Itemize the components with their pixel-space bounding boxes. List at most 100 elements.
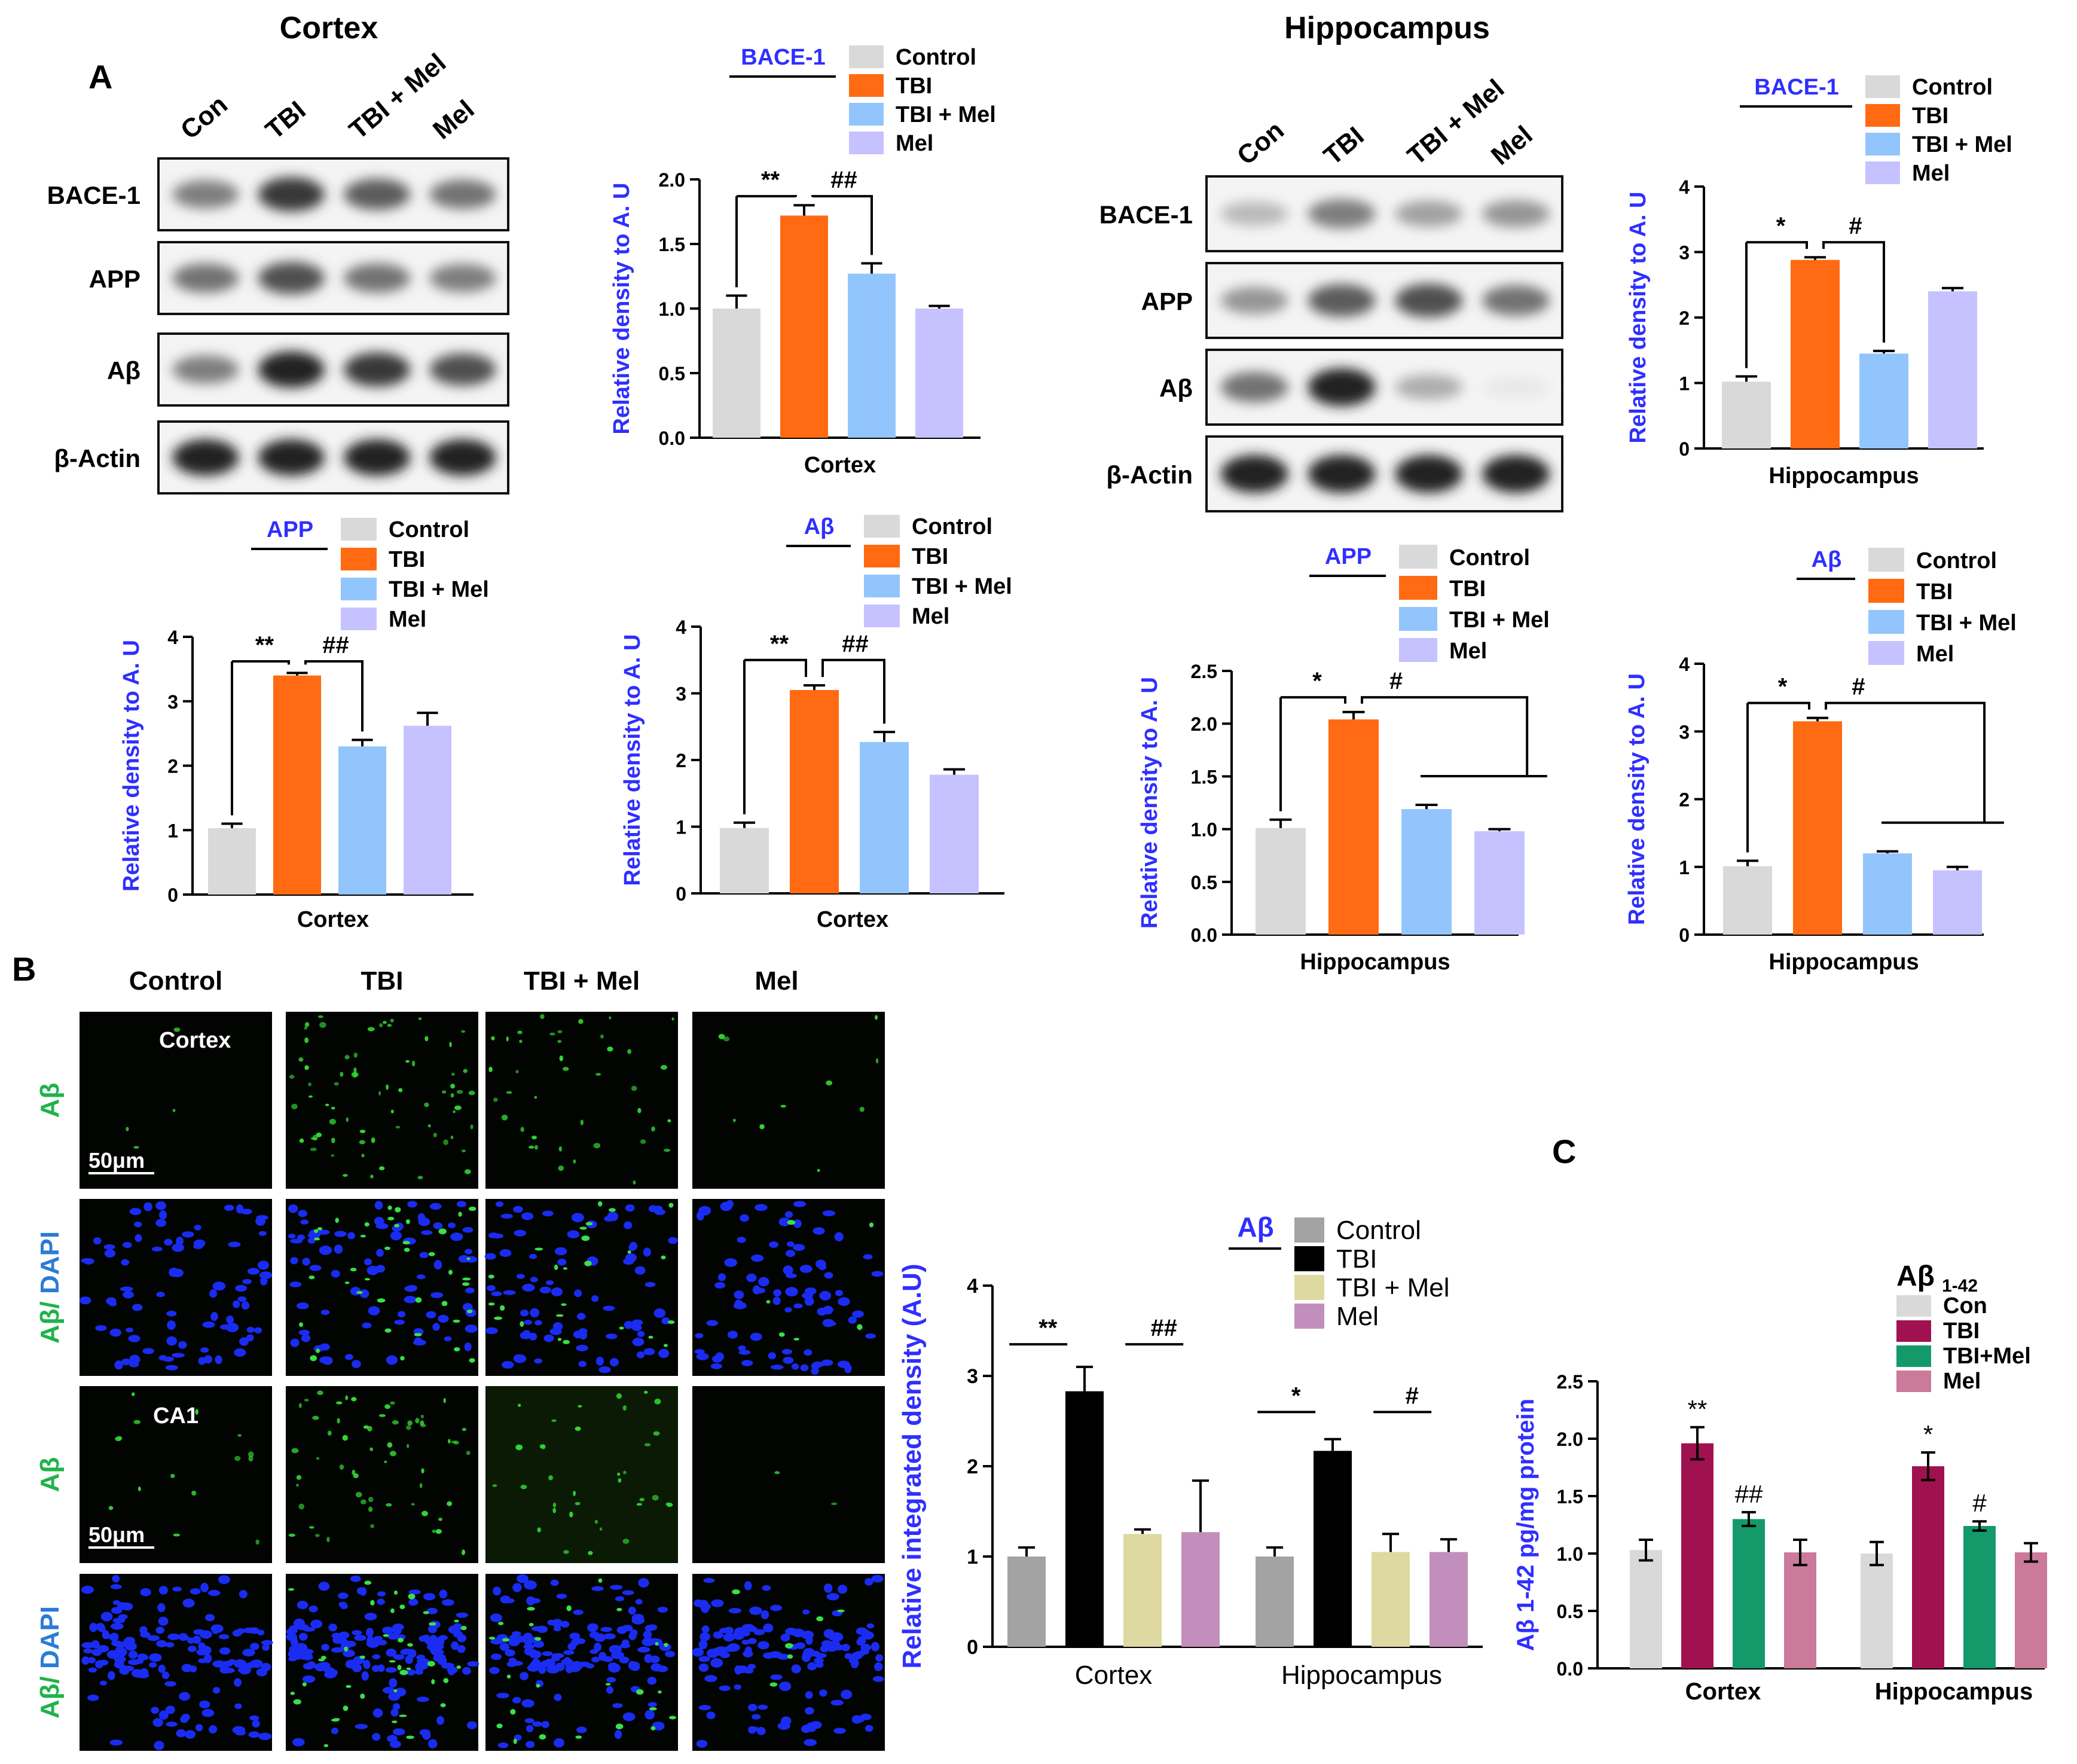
nucleus [698, 1656, 710, 1662]
bar-con [1861, 1554, 1893, 1668]
nucleus [328, 1623, 337, 1632]
nucleus [554, 1738, 564, 1748]
abeta-signal [344, 1055, 350, 1060]
nucleus [288, 1234, 296, 1239]
nucleus [726, 1200, 734, 1208]
legend-swatch [1865, 161, 1900, 184]
nucleus [505, 1649, 515, 1657]
nucleus [218, 1634, 230, 1640]
if-tile-background [692, 1012, 885, 1189]
if-column-label: TBI + Mel [524, 966, 640, 996]
abeta-signal [462, 1282, 470, 1286]
bar-mel [1928, 291, 1977, 448]
nucleus [450, 1232, 463, 1241]
nucleus [524, 1580, 537, 1590]
nucleus [167, 1320, 176, 1330]
abeta-signal [389, 1451, 396, 1457]
nucleus [520, 1310, 529, 1317]
nucleus [532, 1658, 540, 1665]
y-tick-label: 0 [967, 1636, 978, 1659]
legend: BACE-1 Control TBI TBI + Mel Mel [1740, 75, 2012, 186]
abeta-signal [443, 1678, 449, 1683]
nucleus [371, 1640, 383, 1646]
abeta-signal [595, 1073, 601, 1076]
bar-control [720, 828, 769, 893]
abeta-signal [387, 1216, 395, 1220]
chart-hippocampus-app: 0.0 0.5 1.0 1.5 2.0 2.5 Relative density to A.… [1137, 544, 1550, 975]
nucleus [225, 1323, 239, 1332]
abeta-signal [314, 1229, 319, 1234]
nucleus [534, 1320, 542, 1326]
abeta-signal [732, 1589, 740, 1595]
if-row-label: Aβ [35, 1457, 65, 1493]
nucleus [331, 1269, 340, 1278]
abeta-signal [353, 1052, 358, 1058]
nucleus [746, 1273, 757, 1283]
abeta-signal [370, 1174, 374, 1179]
nucleus [521, 1212, 534, 1220]
blot-band [1395, 374, 1463, 400]
nucleus [124, 1637, 136, 1646]
nucleus [834, 1232, 844, 1241]
nucleus [546, 1665, 560, 1674]
abeta-signal [660, 1065, 668, 1070]
nucleus [851, 1659, 859, 1667]
nucleus [247, 1268, 260, 1275]
abeta-signal [406, 1735, 414, 1739]
nucleus [542, 1210, 554, 1217]
abeta-signal [451, 1441, 457, 1444]
nucleus [527, 1664, 540, 1672]
nucleus [638, 1578, 649, 1588]
abeta-signal [500, 1305, 505, 1311]
nucleus [612, 1703, 623, 1708]
nucleus [763, 1623, 774, 1632]
nucleus [560, 1620, 570, 1628]
abeta-signal [585, 1222, 593, 1226]
x-category-label: Cortex [1685, 1678, 1761, 1705]
abeta-signal [378, 1414, 386, 1417]
nucleus [514, 1229, 527, 1237]
nucleus [780, 1634, 790, 1642]
abeta-signal [356, 1290, 363, 1295]
x-axis-label: Hippocampus [1300, 950, 1450, 975]
nucleus [703, 1577, 715, 1583]
abeta-signal [420, 1420, 424, 1426]
nucleus [485, 1327, 498, 1334]
legend-entry: TBI + Mel [912, 574, 1012, 599]
nucleus [165, 1365, 178, 1371]
abeta-signal [615, 1723, 624, 1730]
nucleus [871, 1574, 884, 1583]
nucleus [526, 1725, 534, 1732]
significance-marker: # [1389, 668, 1403, 694]
nucleus [848, 1316, 857, 1324]
nucleus [635, 1598, 643, 1605]
chart-hippocampus-bace1: 0 1 2 3 4 Relative density to A. U Hippocampus… [1626, 75, 2012, 489]
nucleus [151, 1707, 160, 1714]
nucleus [119, 1665, 130, 1675]
x-category-label: Hippocampus [1875, 1678, 2033, 1705]
nucleus [109, 1632, 119, 1642]
significance-bracket [1746, 241, 1808, 249]
scale-bar-label: 50μm [88, 1522, 145, 1547]
nucleus [802, 1609, 810, 1615]
nucleus [799, 1265, 813, 1273]
nucleus [552, 1619, 563, 1628]
blot-band [1308, 199, 1376, 229]
section-title-cortex: Cortex [280, 11, 378, 45]
nucleus [603, 1633, 616, 1640]
panel-label-b: B [12, 950, 36, 988]
nucleus [835, 1290, 844, 1296]
nucleus [429, 1635, 438, 1643]
nucleus [235, 1284, 248, 1292]
nucleus [352, 1360, 361, 1368]
nucleus [172, 1243, 185, 1252]
legend-entry: Control [896, 45, 976, 70]
abeta-signal [723, 1036, 730, 1042]
nucleus [383, 1687, 395, 1694]
abeta-signal [408, 1594, 416, 1600]
y-tick-label: 3 [967, 1365, 978, 1388]
nucleus [614, 1729, 622, 1739]
legend-swatch [864, 575, 900, 597]
abeta-signal [515, 1070, 519, 1074]
abeta-signal [314, 1237, 320, 1241]
